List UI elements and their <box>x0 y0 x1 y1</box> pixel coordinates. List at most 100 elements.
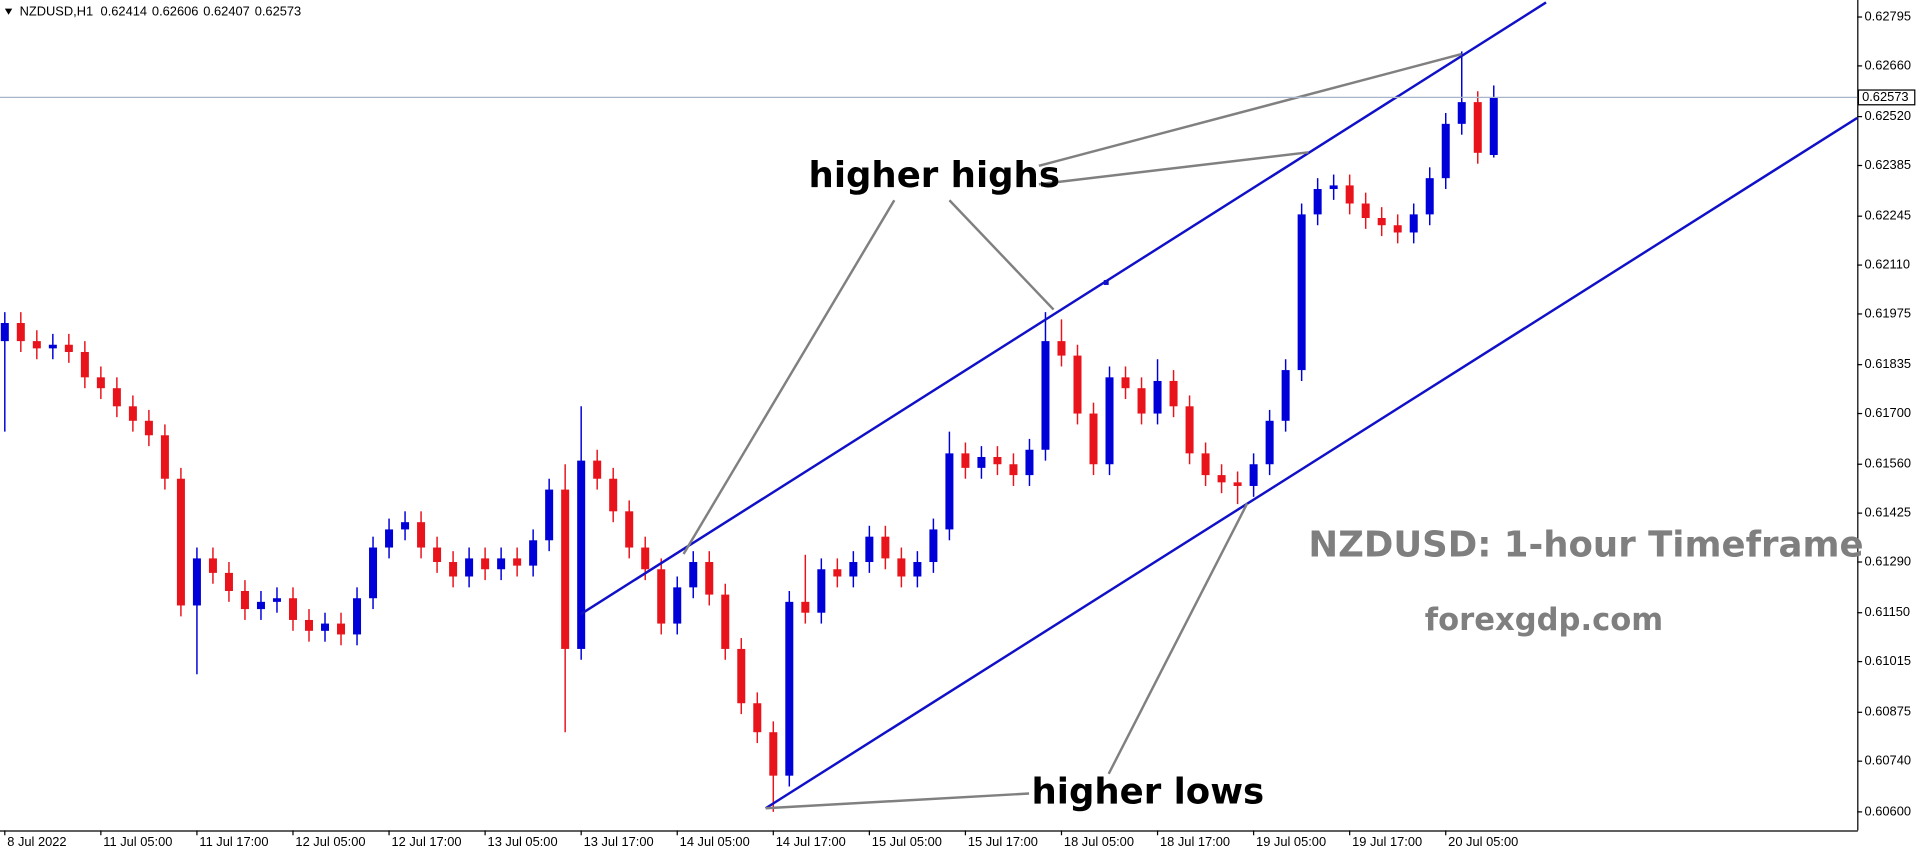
candle-body <box>753 703 762 733</box>
candle-body <box>993 456 1002 465</box>
pointer <box>1038 151 1309 186</box>
candle-body <box>224 572 233 591</box>
header: NZDUSD,H1 0.62414 0.62606 0.62407 0.62573 <box>20 4 302 19</box>
candle-body <box>641 547 650 570</box>
candle-body <box>1441 123 1450 179</box>
candle-body <box>1377 217 1386 226</box>
candle-body <box>48 344 57 349</box>
candle-body <box>1025 449 1034 476</box>
candle-body <box>80 351 89 378</box>
y-tick-label: 0.62245 <box>1865 208 1911 223</box>
y-tick-label: 0.62385 <box>1865 157 1911 172</box>
candle-body <box>1265 420 1274 465</box>
x-tick-label: 12 Jul 17:00 <box>392 834 462 849</box>
x-tick-label: 18 Jul 17:00 <box>1160 834 1230 849</box>
candle-body <box>1217 475 1226 483</box>
candle-body <box>1473 102 1482 153</box>
x-tick-label: 13 Jul 17:00 <box>584 834 654 849</box>
pointer <box>1038 52 1462 168</box>
candle-body <box>1281 370 1290 421</box>
candle-body <box>1057 341 1066 356</box>
candle-body <box>1089 413 1098 465</box>
candle-body <box>1201 453 1210 476</box>
annotation: higher lows <box>1032 771 1265 812</box>
candle-body <box>1153 380 1162 414</box>
candle-body <box>1361 203 1370 218</box>
candle-body <box>913 562 922 577</box>
candle-body <box>961 453 970 468</box>
candle-body <box>240 590 249 610</box>
x-tick-label: 20 Jul 05:00 <box>1448 834 1518 849</box>
candle-body <box>881 536 890 559</box>
candle-body <box>801 601 810 613</box>
upper-trend-line <box>580 1 1547 616</box>
pointer <box>1107 503 1249 775</box>
candle-body <box>1313 189 1322 215</box>
candle-body <box>497 558 506 570</box>
candle-body <box>176 478 185 606</box>
x-tick-label: 8 Jul 2022 <box>7 834 66 849</box>
watermark-site: forexgdp.com <box>1425 603 1663 638</box>
candle-body <box>1137 388 1146 414</box>
x-tick-label: 18 Jul 05:00 <box>1064 834 1134 849</box>
y-tick-label: 0.61700 <box>1865 405 1911 420</box>
candle-body <box>1105 377 1114 465</box>
candle-body <box>272 598 281 602</box>
candle-body <box>817 569 826 613</box>
last-low: 0.62407 <box>203 4 249 19</box>
candle-body <box>449 562 458 577</box>
candle-body <box>1457 102 1466 124</box>
candle-body <box>1297 214 1306 371</box>
candle-body <box>977 456 986 468</box>
candle-body <box>849 562 858 577</box>
candle-body <box>192 558 201 606</box>
candle-body <box>16 323 25 342</box>
candle-body <box>705 562 714 595</box>
candle-body <box>160 435 169 479</box>
candle-body <box>561 489 570 649</box>
candle-body <box>657 569 666 624</box>
pointer <box>765 792 1030 810</box>
x-tick-label: 14 Jul 05:00 <box>680 834 750 849</box>
candle-body <box>256 601 265 610</box>
x-tick-label: 13 Jul 05:00 <box>488 834 558 849</box>
candle-body <box>96 377 105 389</box>
last-open: 0.62414 <box>101 4 147 19</box>
y-tick-label: 0.61425 <box>1865 505 1911 520</box>
candle-body <box>481 558 490 570</box>
candle-body <box>1489 97 1498 155</box>
candle-body <box>321 623 330 631</box>
candle-body <box>673 587 682 624</box>
y-tick-label: 0.60740 <box>1865 753 1911 768</box>
candle-body <box>417 522 426 548</box>
pointer <box>948 199 1055 311</box>
x-tick-label: 12 Jul 05:00 <box>295 834 365 849</box>
candle-body <box>369 547 378 599</box>
trend-anchor <box>1103 280 1109 285</box>
y-tick-label: 0.61560 <box>1865 456 1911 471</box>
x-tick-label: 11 Jul 17:00 <box>199 834 268 849</box>
y-tick-label: 0.62795 <box>1865 8 1911 23</box>
candle-body <box>337 623 346 635</box>
candle-body <box>208 558 217 573</box>
candle-body <box>1409 214 1418 233</box>
header-arrow <box>4 8 13 15</box>
candle-body <box>625 511 634 548</box>
x-tick-label: 19 Jul 05:00 <box>1256 834 1326 849</box>
candle-body <box>32 341 41 349</box>
x-tick-label: 15 Jul 17:00 <box>968 834 1038 849</box>
y-tick-label: 0.62110 <box>1865 256 1911 271</box>
candle-body <box>1249 464 1258 486</box>
candle-body <box>1009 464 1018 476</box>
candle-body <box>1345 185 1354 204</box>
candle-body <box>1329 185 1338 190</box>
current-price-box <box>1857 89 1916 106</box>
candle-body <box>1233 482 1242 486</box>
candle-body <box>353 598 362 635</box>
candles <box>0 51 1498 812</box>
y-tick-label: 0.61290 <box>1865 553 1911 568</box>
candle-body <box>385 529 394 548</box>
pointer <box>682 199 896 555</box>
candle-body <box>833 569 842 577</box>
